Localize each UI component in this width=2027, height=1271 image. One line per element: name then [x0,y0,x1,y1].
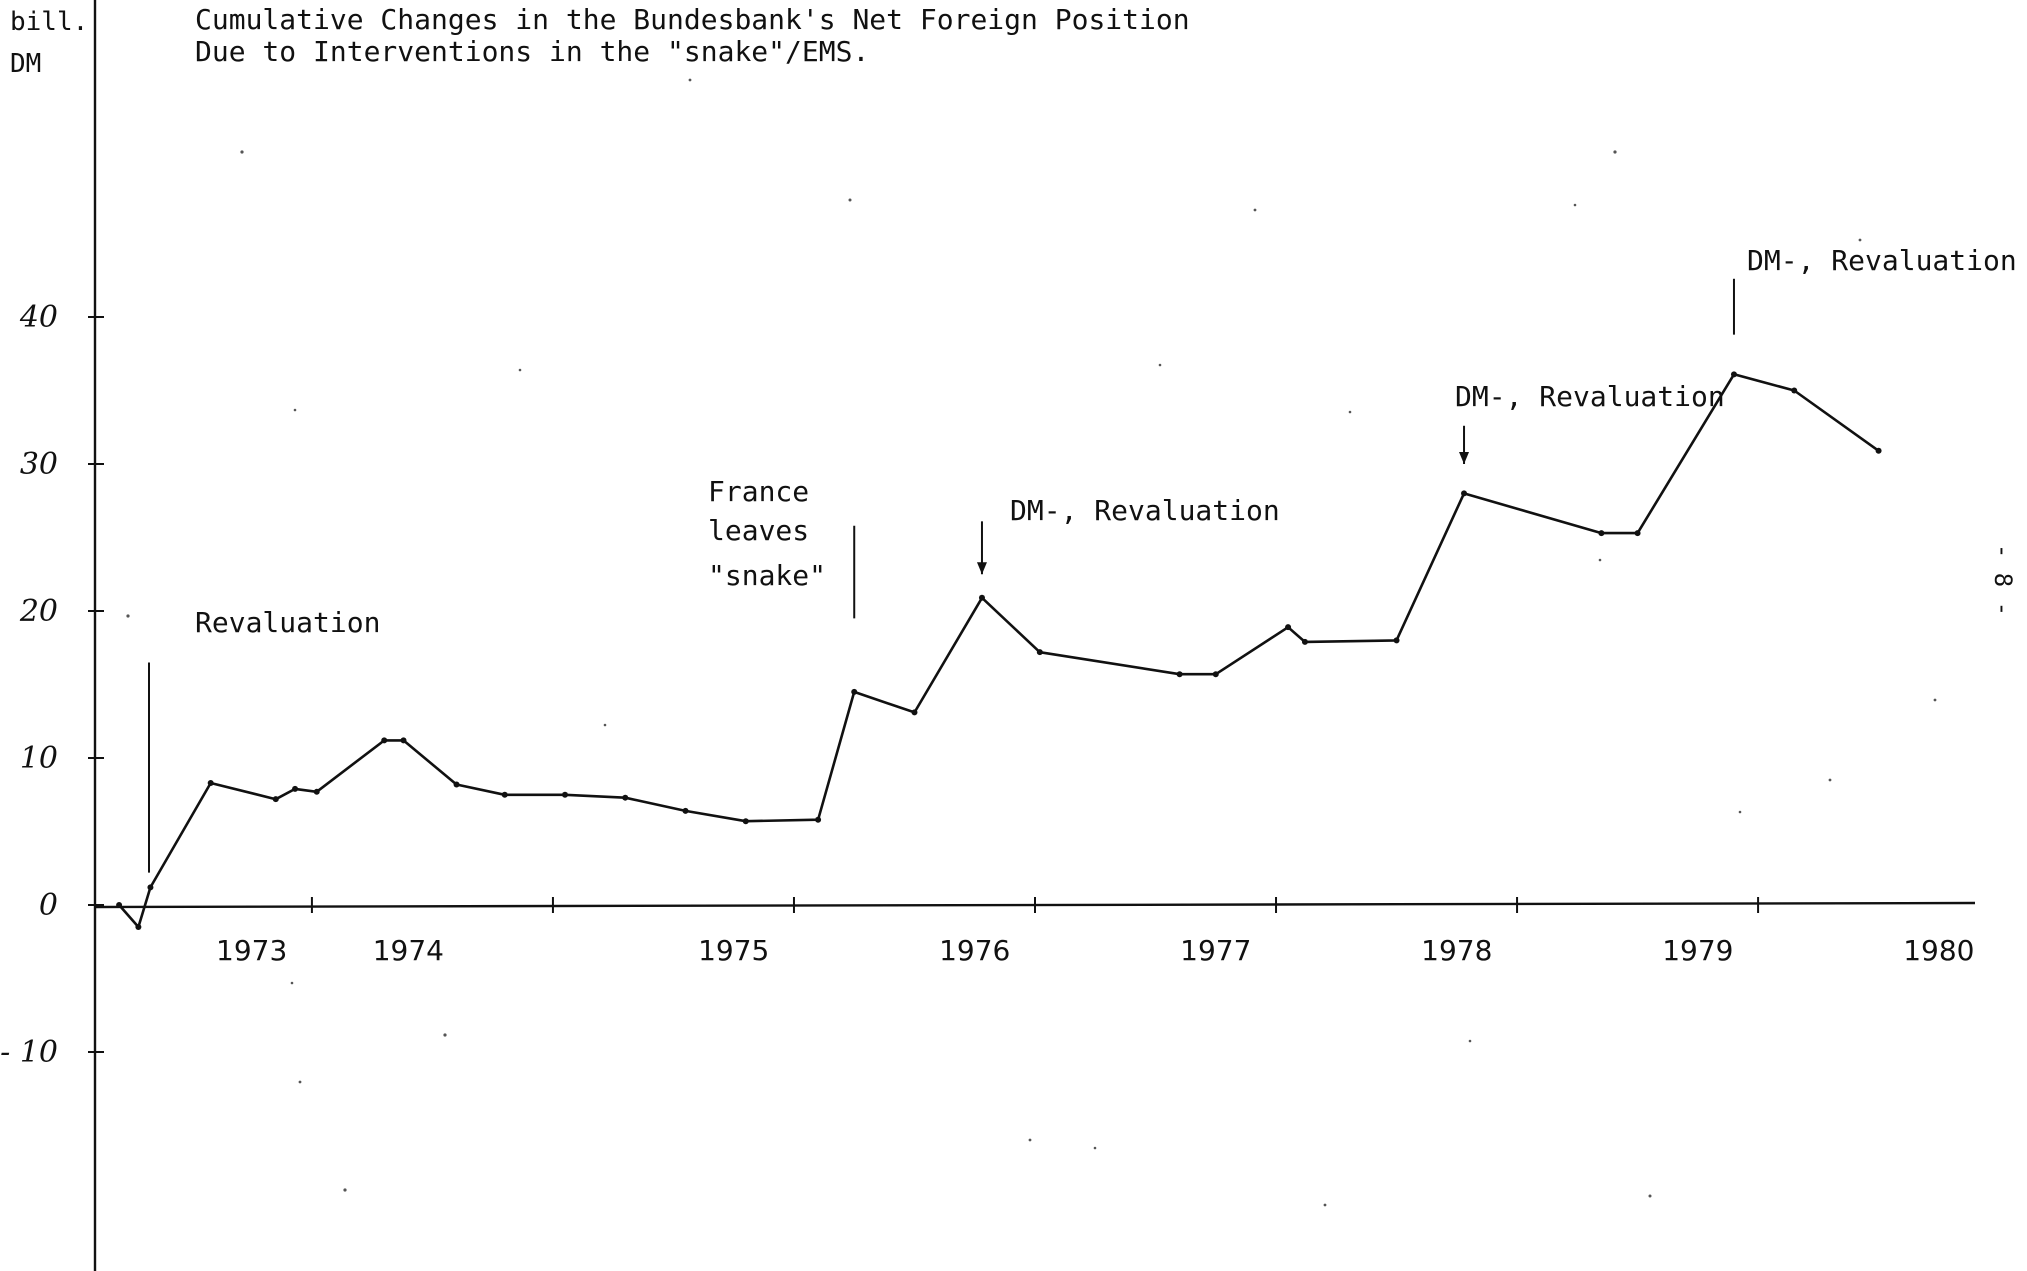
series-point [147,884,154,891]
series-point [1875,447,1882,454]
series-point [135,924,142,931]
series-point [1461,490,1468,497]
series-point [292,785,299,792]
x-year-label: 1980 [1903,934,1974,967]
scan-specks [126,78,1937,1207]
series-point [1791,387,1798,394]
series-point [1301,638,1308,645]
annotation-label-dm-revaluation-1979: DM-, Revaluation [1747,244,2017,277]
series-point [1730,371,1737,378]
series-point [207,779,214,786]
series-point [1212,671,1219,678]
chart-title-line2: Due to Interventions in the "snake"/EMS. [195,35,869,68]
x-year-label: 1973 [216,934,287,967]
x-year-label: 1974 [373,934,444,967]
x-year-label: 1975 [698,934,769,967]
series-point [1285,624,1292,631]
series-point [453,781,460,788]
annotation-label-dm-revaluation-1978: DM-, Revaluation [1455,380,1725,413]
series-points [116,371,1882,931]
x-ticks [310,897,1760,913]
annotation-arrowhead-1978 [1459,452,1470,464]
chart-title-line1: Cumulative Changes in the Bundesbank's N… [195,3,1190,36]
series-line [117,372,1880,929]
y-tick-label: 10 [20,741,58,776]
y-tick-label: 40 [19,300,58,335]
x-year-label: 1977 [1180,934,1251,967]
series-point [381,737,388,744]
x-year-label: 1976 [939,934,1010,967]
series-point [272,796,279,803]
series-point [116,902,123,908]
series-point [622,794,629,801]
series-point [978,594,985,601]
x-year-labels: 1973 1974 1975 1976 1977 1978 1979 1980 [216,934,1974,967]
annotation-label-france-line3: "snake" [708,559,826,592]
series-point [851,688,858,695]
y-tick-label: 20 [19,594,58,629]
y-tick-label: - 10 [0,1035,58,1070]
annotation-arrowhead-1976 [976,562,987,575]
series-point [501,791,508,798]
series-point [682,807,689,814]
series-point [1393,637,1400,644]
annotation-label-revaluation-1973: Revaluation [195,606,380,639]
series-point [1598,530,1605,537]
series-point [313,788,320,795]
series-point [562,791,568,798]
y-unit-label-line2: DM [10,49,41,79]
annotation-label-france-line1: France [708,475,809,508]
series-point [742,818,749,825]
x-year-label: 1979 [1662,934,1733,967]
x-year-label: 1978 [1421,934,1492,967]
series-point [1634,530,1641,537]
annotation-label-dm-revaluation-1976: DM-, Revaluation [1010,494,1280,527]
series-point [400,737,407,744]
annotation-label-france-line2: leaves [708,514,809,547]
y-ticks: 40 30 20 10 0 - 10 [0,300,104,1070]
y-tick-label: 30 [20,447,58,482]
series-point [1176,671,1183,678]
page-marker: - 8 - [1989,544,2017,616]
y-tick-label: 0 [39,888,58,923]
series-point [911,709,918,716]
y-unit-label-line1: bill. [10,7,88,37]
series-point [1036,649,1043,656]
series-point [815,816,822,823]
